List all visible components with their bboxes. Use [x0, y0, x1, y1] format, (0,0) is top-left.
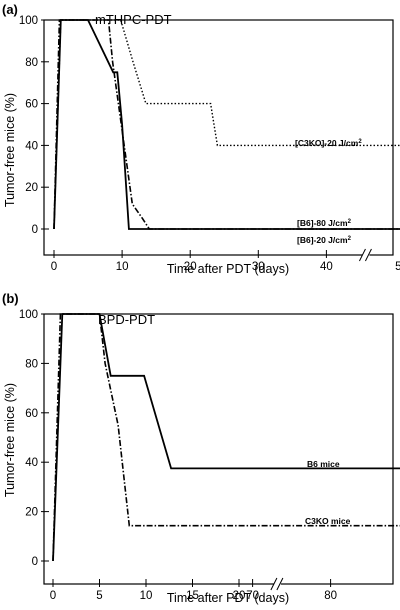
x-tick-label: 10 — [116, 261, 129, 273]
x-tick-label: 80 — [324, 590, 337, 602]
y-tick-label: 0 — [32, 224, 38, 236]
x-tick-label: 50 — [395, 261, 400, 273]
y-tick-label: 60 — [25, 408, 38, 420]
panel-b-label: (b) — [2, 291, 19, 306]
x-tick-label: 5 — [96, 590, 102, 602]
x-tick-label: 30 — [252, 261, 265, 273]
y-tick-label: 60 — [25, 99, 38, 111]
y-tick-label: 20 — [25, 182, 38, 194]
x-tick-label: 20 — [233, 590, 246, 602]
panel-a-label: (a) — [2, 2, 18, 17]
y-tick-label: 100 — [19, 309, 38, 321]
x-tick-label: 0 — [50, 590, 56, 602]
annotation-b6-20: [B6]-20 J/cm2 — [297, 235, 352, 245]
x-tick-label: 10 — [140, 590, 153, 602]
panel-a-ylabel: Tumor-free mice (%) — [3, 93, 17, 207]
panel-b-series: * — [52, 313, 400, 562]
annotation-b6-mice: B6 mice — [307, 459, 340, 469]
x-tick-label: 70 — [246, 590, 259, 602]
panel-a-xlabel: Time after PDT (days) — [167, 262, 289, 276]
y-tick-label: 80 — [25, 57, 38, 69]
panel-b-ylabel: Tumor-free mice (%) — [3, 383, 17, 497]
series-line-dashdot — [53, 19, 400, 230]
annotation-c3ko-mice: C3KO mice — [305, 516, 351, 526]
axis-break-gap — [273, 578, 281, 590]
y-tick-label: 40 — [25, 457, 38, 469]
plot-frame — [43, 19, 394, 256]
y-tick-label: 0 — [32, 556, 38, 568]
axis-break-gap — [362, 249, 370, 261]
x-tick-label: 0 — [51, 261, 57, 273]
axis-break-mark — [359, 248, 366, 262]
panel-b: (b) BPD-PDT Tumor-free mice (%) Time aft… — [2, 291, 400, 605]
annotation-b6-80: [B6]-80 J/cm2 — [297, 218, 352, 228]
panel-b-axes: 02040608010005101520708090 — [19, 309, 394, 602]
panel-a: (a) mTHPC-PDT Tumor-free mice (%) Time a… — [2, 2, 400, 276]
y-tick-label: 80 — [25, 358, 38, 370]
series-line-solid — [53, 19, 400, 230]
axis-break-mark — [276, 577, 284, 591]
panel-b-title: BPD-PDT — [98, 312, 155, 327]
axis-break-mark — [270, 577, 278, 591]
plot-frame — [43, 313, 394, 585]
x-tick-label: 15 — [186, 590, 199, 602]
series-line-solid — [52, 313, 400, 562]
axis-break-mark — [365, 248, 372, 262]
series-line-dashdot — [52, 313, 400, 562]
y-tick-label: 20 — [25, 507, 38, 519]
y-tick-label: 40 — [25, 140, 38, 152]
x-tick-label: 20 — [184, 261, 197, 273]
panel-b-xlabel: Time after PDT (days) — [167, 591, 289, 605]
y-tick-label: 100 — [19, 15, 38, 27]
annotation-c3ko-20: [C3KO]-20 J/cm2 — [295, 138, 362, 148]
series-line-dotted — [53, 19, 400, 230]
panel-a-axes: 0 20 40 60 80 100 0 10 20 30 40 50 — [19, 15, 400, 273]
panel-a-series: * — [53, 19, 400, 230]
x-tick-label: 40 — [320, 261, 333, 273]
